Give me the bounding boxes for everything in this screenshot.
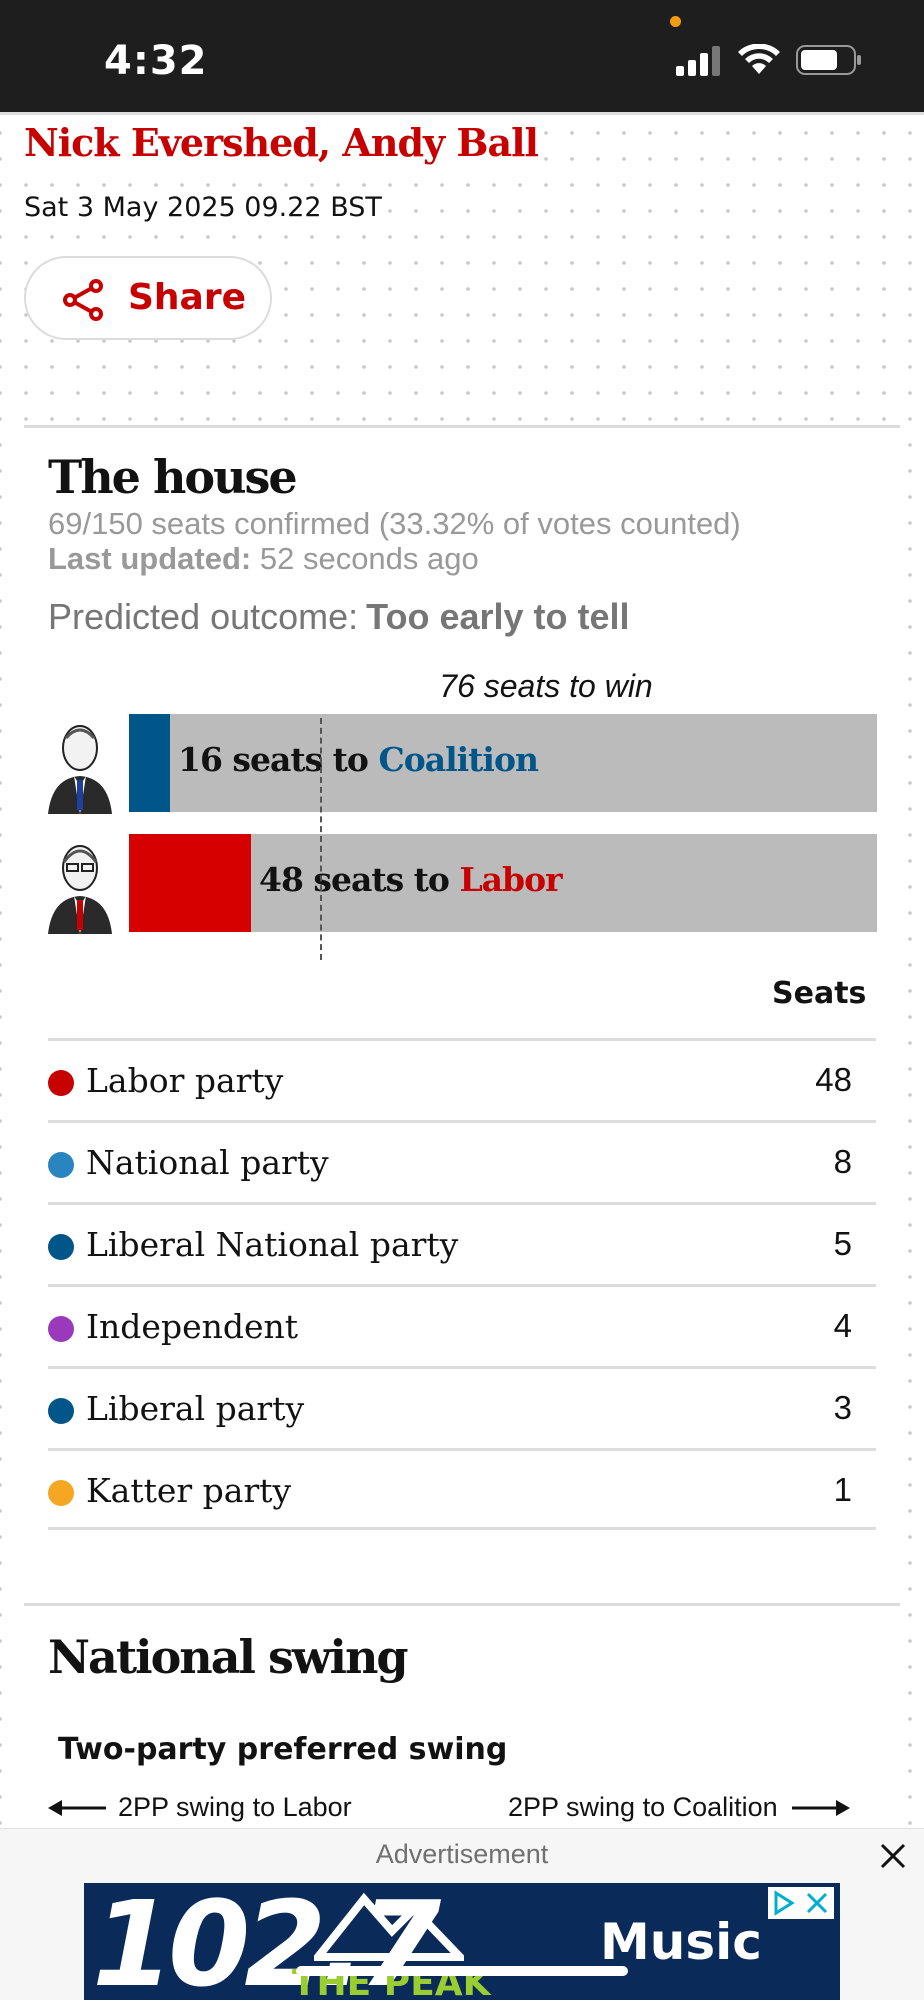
party-name: Labor party (86, 1061, 284, 1100)
labor-bar-prefix: 48 seats to (259, 860, 450, 899)
table-row: National party 8 (48, 1120, 876, 1202)
advertisement-label: Advertisement (375, 1839, 549, 1869)
table-row: Liberal party 3 (48, 1366, 876, 1448)
seats-column-header: Seats (772, 976, 867, 1011)
party-name: Liberal party (86, 1389, 305, 1428)
party-color-dot (48, 1152, 74, 1178)
divider (0, 112, 924, 115)
party-name: Liberal National party (86, 1225, 459, 1264)
predicted-label: Predicted outcome: (48, 596, 359, 637)
labor-bar-fill (129, 834, 251, 932)
labor-leader-portrait (48, 845, 112, 934)
cellular-signal-icon (676, 46, 720, 76)
party-seats: 48 (815, 1061, 852, 1098)
coalition-bar-prefix: 16 seats to (178, 740, 369, 779)
ad-banner[interactable]: 102.7 THE PEAK Music (84, 1883, 840, 2000)
majority-threshold-line (320, 718, 322, 960)
battery-icon (796, 45, 861, 75)
status-time: 4:32 (104, 38, 208, 84)
party-name: Katter party (86, 1471, 292, 1510)
predicted-value: Too early to tell (366, 596, 630, 637)
house-results-card: The house 69/150 seats confirmed (33.32%… (24, 425, 900, 1603)
predicted-outcome: Predicted outcome: Too early to tell (48, 596, 630, 638)
share-label: Share (128, 277, 247, 318)
arrow-left-icon (48, 1799, 106, 1816)
wifi-icon (738, 44, 780, 74)
party-name: National party (86, 1143, 329, 1182)
article-byline[interactable]: Nick Evershed, Andy Ball (24, 120, 539, 165)
home-indicator (296, 1966, 628, 1976)
last-updated: Last updated: 52 seconds ago (48, 541, 479, 577)
labor-seat-bar: 48 seats to Labor (129, 834, 877, 932)
swing-to-coalition-label: 2PP swing to Coalition (508, 1792, 850, 1823)
seats-to-win-label: 76 seats to win (439, 668, 653, 704)
table-row: Liberal National party 5 (48, 1202, 876, 1284)
table-row: Independent 4 (48, 1284, 876, 1366)
national-swing-title: National swing (48, 1630, 409, 1684)
labor-bar-label: 48 seats to Labor (259, 860, 563, 899)
last-updated-label: Last updated: (48, 541, 252, 576)
swing-to-labor-label: 2PP swing to Labor (48, 1792, 352, 1823)
article-date: Sat 3 May 2025 09.22 BST (24, 192, 382, 223)
status-bar: 4:32 (0, 0, 924, 112)
party-color-dot (48, 1480, 74, 1506)
party-seats-table: Labor party 48 National party 8 Liberal Nati… (48, 1038, 876, 1530)
share-icon (63, 279, 103, 321)
party-name: Independent (86, 1307, 299, 1346)
coalition-leader-portrait (48, 725, 112, 814)
labor-bar-party: Labor (459, 860, 562, 899)
party-seats: 4 (833, 1307, 852, 1344)
mountain-logo-icon (314, 1892, 464, 1961)
table-row: Katter party 1 (48, 1448, 876, 1530)
share-button[interactable]: Share (24, 256, 272, 340)
party-color-dot (48, 1398, 74, 1424)
party-seats: 3 (833, 1389, 852, 1426)
party-seats: 5 (833, 1225, 852, 1262)
advertisement-bar: Advertisement 102.7 THE PEAK Music (0, 1828, 924, 2000)
two-party-swing-subtitle: Two-party preferred swing (58, 1732, 508, 1767)
coalition-bar-party: Coalition (378, 740, 539, 779)
ad-banner-number: 102.7 (92, 1883, 441, 2000)
seats-confirmed: 69/150 seats confirmed (33.32% of votes … (48, 506, 741, 541)
close-icon[interactable] (876, 1839, 910, 1873)
privacy-indicator-dot (670, 16, 681, 27)
party-color-dot (48, 1070, 74, 1096)
party-seats: 8 (833, 1143, 852, 1180)
house-title: The house (48, 450, 298, 504)
swing-to-coalition-text: 2PP swing to Coalition (508, 1792, 778, 1822)
coalition-bar-fill (129, 714, 170, 812)
coalition-seat-bar: 16 seats to Coalition (129, 714, 877, 812)
table-row: Labor party 48 (48, 1038, 876, 1120)
party-color-dot (48, 1316, 74, 1342)
ad-choices-icon[interactable] (768, 1887, 834, 1919)
arrow-right-icon (791, 1799, 850, 1816)
last-updated-value: 52 seconds ago (259, 541, 479, 576)
coalition-bar-label: 16 seats to Coalition (178, 740, 539, 779)
ad-banner-word: Music (600, 1913, 762, 1971)
party-color-dot (48, 1234, 74, 1260)
national-swing-section: National swing Two-party preferred swing… (24, 1603, 900, 1833)
swing-to-labor-text: 2PP swing to Labor (118, 1792, 352, 1822)
party-seats: 1 (833, 1471, 852, 1508)
